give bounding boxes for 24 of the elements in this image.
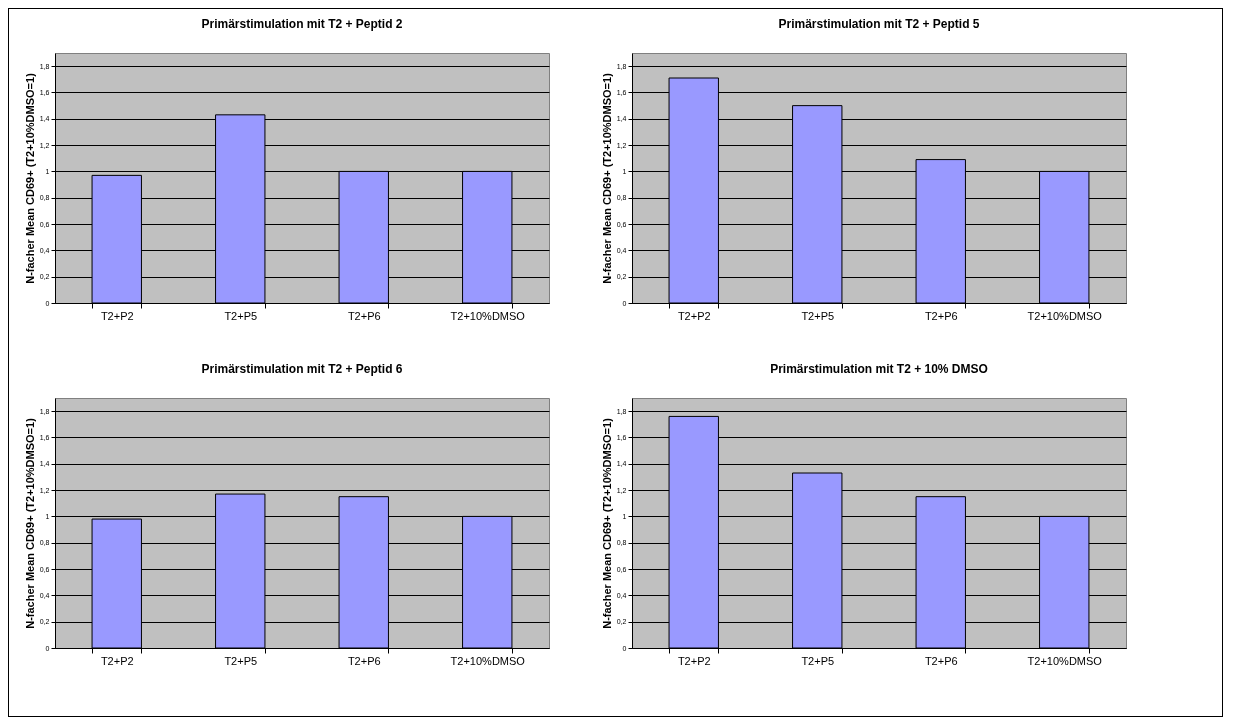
x-tick-label: T2+P5 [224, 654, 258, 667]
x-tick-label: T2+P5 [801, 309, 835, 322]
x-tick-label: T2+P6 [924, 309, 958, 322]
x-tick-label: T2+P6 [347, 654, 381, 667]
x-tick-label: T2+P5 [224, 309, 258, 322]
x-tick-label: T2+P2 [677, 654, 711, 667]
chart-title: Primärstimulation mit T2 + Peptid 2 [201, 17, 403, 31]
x-tick-label: T2+P5 [801, 654, 835, 667]
x-tick-label: T2+10%DMSO [450, 654, 526, 667]
x-tick-label: T2+P6 [924, 654, 958, 667]
chart-title: Primärstimulation mit T2 + 10% DMSO [770, 362, 988, 376]
chart-title: Primärstimulation mit T2 + Peptid 5 [778, 17, 980, 31]
x-tick-label: T2+P2 [100, 309, 134, 322]
x-tick-label: T2+P6 [347, 309, 381, 322]
y-axis-title: N-facher Mean CD69+ (T2+10%DMSO=1) [23, 417, 36, 629]
y-axis-title: N-facher Mean CD69+ (T2+10%DMSO=1) [600, 417, 613, 629]
chart-title: Primärstimulation mit T2 + Peptid 6 [201, 362, 403, 376]
x-tick-label: T2+10%DMSO [1027, 309, 1103, 322]
y-axis-title: N-facher Mean CD69+ (T2+10%DMSO=1) [23, 72, 36, 284]
x-tick-label: T2+P2 [677, 309, 711, 322]
y-axis-title: N-facher Mean CD69+ (T2+10%DMSO=1) [600, 72, 613, 284]
x-tick-label: T2+10%DMSO [1027, 654, 1103, 667]
x-tick-label: T2+P2 [100, 654, 134, 667]
x-tick-label: T2+10%DMSO [450, 309, 526, 322]
